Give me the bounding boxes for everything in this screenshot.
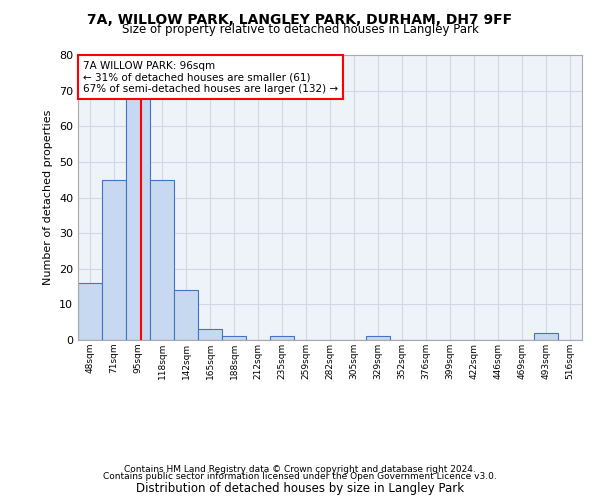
Bar: [198, 330, 222, 340]
Bar: [366, 336, 390, 340]
Bar: [102, 180, 126, 340]
Text: Distribution of detached houses by size in Langley Park: Distribution of detached houses by size …: [136, 482, 464, 495]
Text: 7A, WILLOW PARK, LANGLEY PARK, DURHAM, DH7 9FF: 7A, WILLOW PARK, LANGLEY PARK, DURHAM, D…: [88, 12, 512, 26]
Bar: [150, 180, 174, 340]
Text: Contains HM Land Registry data © Crown copyright and database right 2024.: Contains HM Land Registry data © Crown c…: [124, 465, 476, 474]
Bar: [174, 290, 198, 340]
Bar: [222, 336, 246, 340]
Bar: [126, 98, 150, 340]
Bar: [78, 283, 102, 340]
Text: Size of property relative to detached houses in Langley Park: Size of property relative to detached ho…: [122, 22, 478, 36]
Text: 7A WILLOW PARK: 96sqm
← 31% of detached houses are smaller (61)
67% of semi-deta: 7A WILLOW PARK: 96sqm ← 31% of detached …: [83, 60, 338, 94]
Bar: [270, 336, 294, 340]
Text: Contains public sector information licensed under the Open Government Licence v3: Contains public sector information licen…: [103, 472, 497, 481]
Bar: [534, 333, 558, 340]
Y-axis label: Number of detached properties: Number of detached properties: [43, 110, 53, 285]
